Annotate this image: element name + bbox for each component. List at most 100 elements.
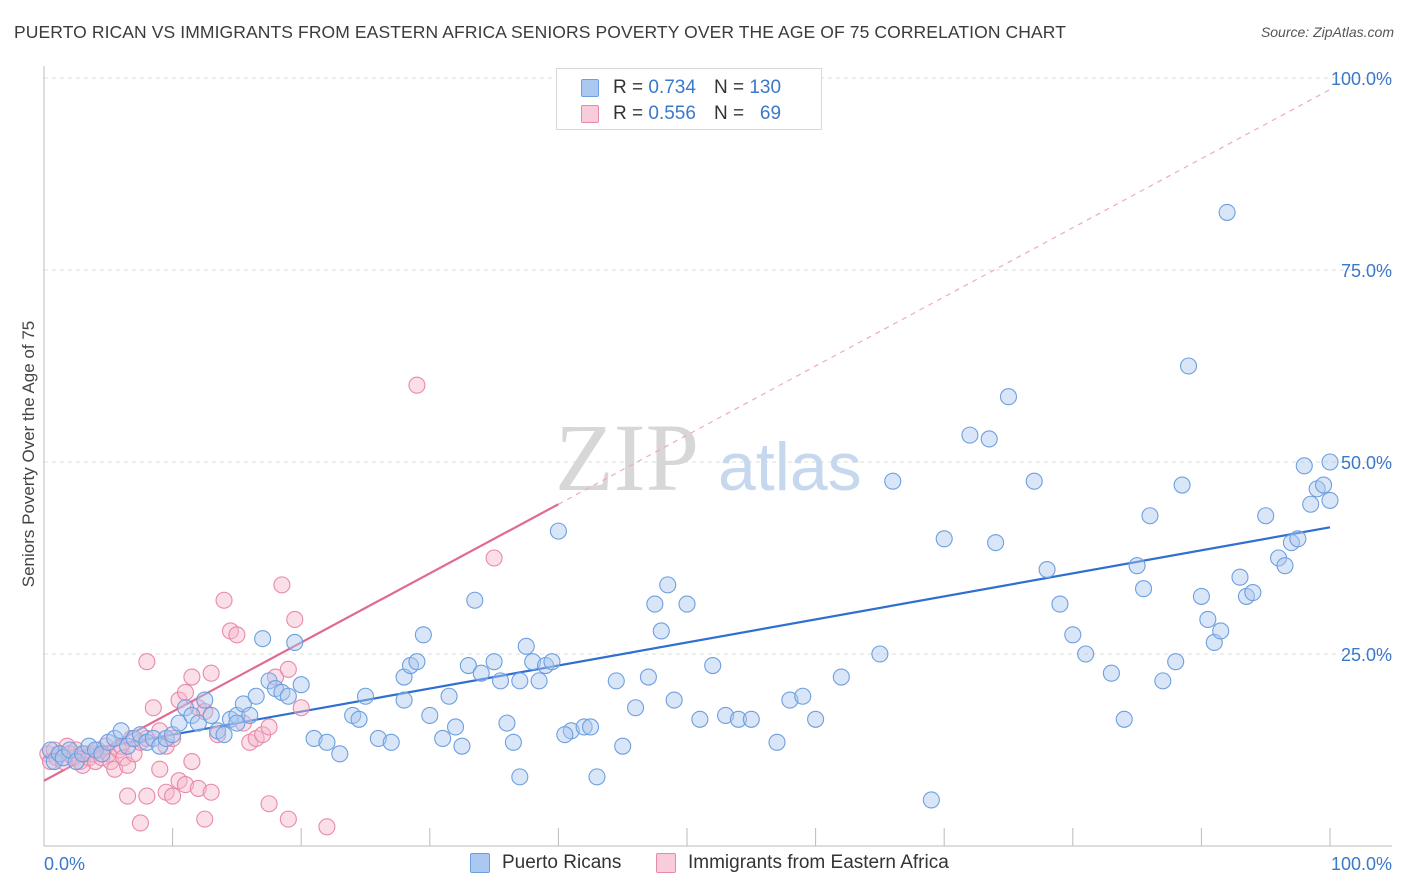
data-point-puerto-ricans xyxy=(1302,495,1320,513)
data-point-puerto-ricans xyxy=(254,630,272,648)
data-point-puerto-ricans xyxy=(665,691,683,709)
data-point-puerto-ricans xyxy=(543,653,561,671)
data-point-puerto-ricans xyxy=(832,668,850,686)
y-tick-label: 100.0% xyxy=(1331,69,1392,89)
data-point-eastern-africa xyxy=(183,752,201,771)
data-point-puerto-ricans xyxy=(1134,580,1153,598)
x-tick-label: 100.0% xyxy=(1331,854,1392,874)
data-point-eastern-africa xyxy=(106,760,124,778)
data-point-puerto-ricans xyxy=(581,718,600,736)
data-point-puerto-ricans xyxy=(1315,476,1333,494)
data-point-eastern-africa xyxy=(279,660,297,678)
data-point-puerto-ricans xyxy=(1192,587,1210,605)
data-point-eastern-africa xyxy=(202,783,220,801)
data-point-eastern-africa xyxy=(164,787,182,805)
data-point-puerto-ricans xyxy=(1321,453,1339,471)
data-point-eastern-africa xyxy=(138,653,156,671)
trend-lines xyxy=(43,88,1331,782)
y-tick-label: 50.0% xyxy=(1341,453,1392,473)
gridlines xyxy=(44,77,1392,655)
legend-n-value: 69 xyxy=(759,103,782,124)
legend-swatch-blue xyxy=(581,79,599,97)
data-point-puerto-ricans xyxy=(646,595,664,613)
data-point-eastern-africa xyxy=(138,787,156,805)
data-point-puerto-ricans xyxy=(395,691,413,709)
trend-line-eastern-africa xyxy=(43,503,559,782)
data-point-puerto-ricans xyxy=(1289,530,1307,548)
data-point-puerto-ricans xyxy=(485,653,503,671)
data-point-puerto-ricans xyxy=(1141,507,1159,525)
data-point-puerto-ricans xyxy=(1128,557,1146,575)
source-credit: Source: ZipAtlas.com xyxy=(1260,24,1394,40)
data-point-puerto-ricans xyxy=(781,691,799,709)
data-point-puerto-ricans xyxy=(691,710,709,728)
data-point-puerto-ricans xyxy=(742,710,760,728)
data-point-puerto-ricans xyxy=(305,729,323,748)
data-point-puerto-ricans xyxy=(768,733,786,751)
legend-r-value: 0.556 xyxy=(648,103,696,124)
data-point-puerto-ricans xyxy=(511,768,529,786)
series-legend: Puerto Ricans Immigrants from Eastern Af… xyxy=(0,852,1406,878)
data-point-puerto-ricans xyxy=(247,687,265,705)
data-point-puerto-ricans xyxy=(1199,610,1217,628)
data-point-puerto-ricans xyxy=(215,726,233,744)
data-point-puerto-ricans xyxy=(498,714,516,732)
data-point-puerto-ricans xyxy=(807,710,825,728)
data-point-puerto-ricans xyxy=(170,714,188,732)
legend-row-puerto-ricans: R = 0.734 N = 130 xyxy=(581,76,781,100)
data-point-puerto-ricans xyxy=(472,664,490,682)
data-point-eastern-africa xyxy=(183,668,201,686)
data-point-puerto-ricans xyxy=(1295,457,1313,475)
data-point-puerto-ricans xyxy=(196,691,214,709)
data-point-puerto-ricans xyxy=(189,714,207,732)
legend-item-puerto-ricans: Puerto Ricans xyxy=(470,852,621,874)
watermark-atlas: atlas xyxy=(718,429,862,505)
data-point-puerto-ricans xyxy=(961,426,979,444)
data-point-puerto-ricans xyxy=(652,622,670,640)
data-point-puerto-ricans xyxy=(286,633,304,652)
data-point-puerto-ricans xyxy=(1276,557,1294,575)
data-point-puerto-ricans xyxy=(999,388,1018,406)
data-point-puerto-ricans xyxy=(1173,476,1191,494)
data-point-puerto-ricans xyxy=(228,714,246,732)
data-point-puerto-ricans xyxy=(556,726,574,744)
data-point-puerto-ricans xyxy=(614,737,632,755)
data-point-puerto-ricans xyxy=(524,653,542,671)
data-point-puerto-ricans xyxy=(1025,472,1043,490)
data-point-eastern-africa xyxy=(273,576,291,594)
data-point-puerto-ricans xyxy=(1218,203,1236,221)
data-point-puerto-ricans xyxy=(446,718,465,736)
data-point-puerto-ricans xyxy=(588,768,606,786)
data-point-puerto-ricans xyxy=(517,637,535,655)
data-point-puerto-ricans xyxy=(440,687,458,705)
data-point-puerto-ricans xyxy=(1102,664,1120,682)
trend-extension-eastern-africa xyxy=(558,88,1331,505)
legend-r-label: R = xyxy=(613,77,644,98)
data-point-puerto-ricans xyxy=(459,656,477,675)
data-point-puerto-ricans xyxy=(922,791,940,809)
data-point-puerto-ricans xyxy=(1051,595,1069,613)
data-point-puerto-ricans xyxy=(350,710,368,728)
data-point-puerto-ricans xyxy=(241,706,259,724)
data-point-puerto-ricans xyxy=(639,668,657,686)
data-point-puerto-ricans xyxy=(575,718,593,736)
chart-title: PUERTO RICAN VS IMMIGRANTS FROM EASTERN … xyxy=(14,22,1066,42)
data-point-puerto-ricans xyxy=(331,745,349,763)
axes xyxy=(43,66,1392,847)
y-axis-label: Seniors Poverty Over the Age of 75 xyxy=(19,321,38,587)
legend-n-label: N = xyxy=(713,77,745,98)
data-point-eastern-africa xyxy=(209,726,227,744)
tick-labels: 25.0% 50.0% 75.0% 100.0% 0.0% 100.0% xyxy=(44,69,1392,874)
data-point-puerto-ricans xyxy=(1321,491,1339,509)
data-point-puerto-ricans xyxy=(935,530,953,548)
data-point-eastern-africa xyxy=(131,814,149,832)
series-puerto-ricans-points xyxy=(41,203,1339,809)
legend-label: Immigrants from Eastern Africa xyxy=(688,852,949,873)
data-point-puerto-ricans xyxy=(292,676,310,694)
data-point-puerto-ricans xyxy=(871,645,889,663)
data-point-puerto-ricans xyxy=(408,653,426,671)
data-point-puerto-ricans xyxy=(1167,653,1185,671)
data-point-puerto-ricans xyxy=(1257,507,1275,525)
data-point-puerto-ricans xyxy=(369,729,387,748)
data-point-eastern-africa xyxy=(144,699,162,717)
